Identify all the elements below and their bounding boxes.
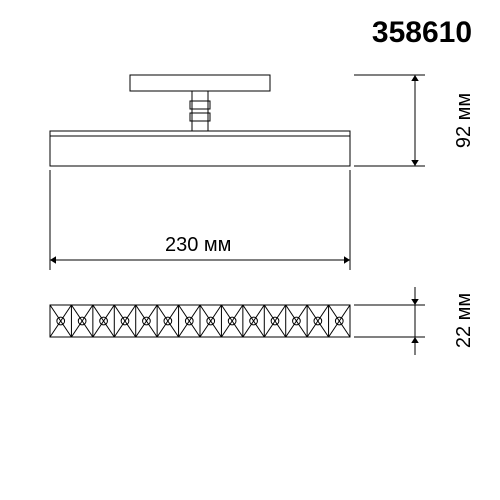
strip-dimension-label: 22 мм [453,293,476,348]
width-dimension-label: 230 мм [165,234,231,257]
product-code: 358610 [372,16,472,50]
tech-drawing-svg [0,0,500,500]
height-dimension-label: 92 мм [453,92,476,147]
drawing-canvas: 358610 230 мм 92 мм 22 мм [0,0,500,500]
